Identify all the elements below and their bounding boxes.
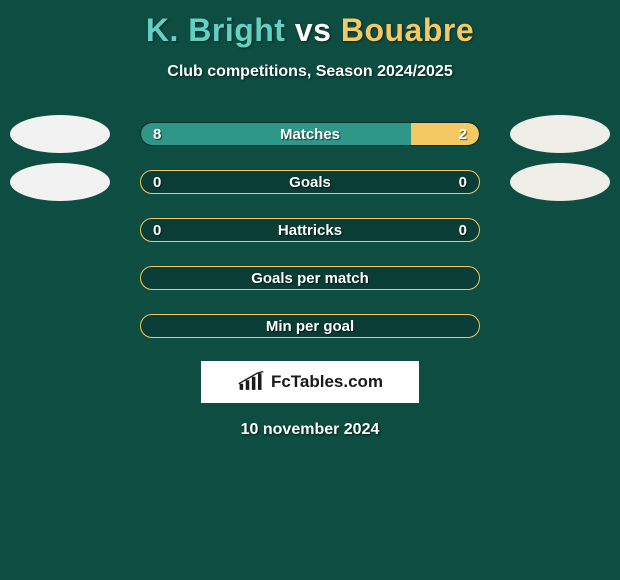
stat-rows: 82Matches 00Goals 00Hattricks Goals per mat…: [0, 121, 620, 339]
logo-text: FcTables.com: [271, 372, 383, 392]
stat-bar: Goals per match: [140, 266, 480, 290]
vs-text: vs: [295, 12, 332, 48]
stat-row: Goals per match: [0, 265, 620, 291]
stat-row: Min per goal: [0, 313, 620, 339]
subtitle: Club competitions, Season 2024/2025: [0, 63, 620, 81]
stat-row: 00Goals: [0, 169, 620, 195]
stat-row: 00Hattricks: [0, 217, 620, 243]
stat-bar: 00Goals: [140, 170, 480, 194]
stat-label: Matches: [141, 123, 479, 145]
player2-avatar: [510, 115, 610, 153]
stat-label: Hattricks: [141, 219, 479, 241]
stat-row: 82Matches: [0, 121, 620, 147]
stat-label: Goals per match: [141, 267, 479, 289]
player1-name: K. Bright: [146, 12, 286, 48]
date: 10 november 2024: [0, 421, 620, 439]
player1-avatar: [10, 163, 110, 201]
stat-bar: Min per goal: [140, 314, 480, 338]
stat-bar: 00Hattricks: [140, 218, 480, 242]
stat-label: Goals: [141, 171, 479, 193]
comparison-title: K. Bright vs Bouabre: [0, 0, 620, 49]
player1-avatar: [10, 115, 110, 153]
fctables-logo: FcTables.com: [201, 361, 419, 403]
player2-avatar: [510, 163, 610, 201]
stat-label: Min per goal: [141, 315, 479, 337]
chart-icon: [237, 371, 265, 393]
player2-name: Bouabre: [341, 12, 474, 48]
stat-bar: 82Matches: [140, 122, 480, 146]
